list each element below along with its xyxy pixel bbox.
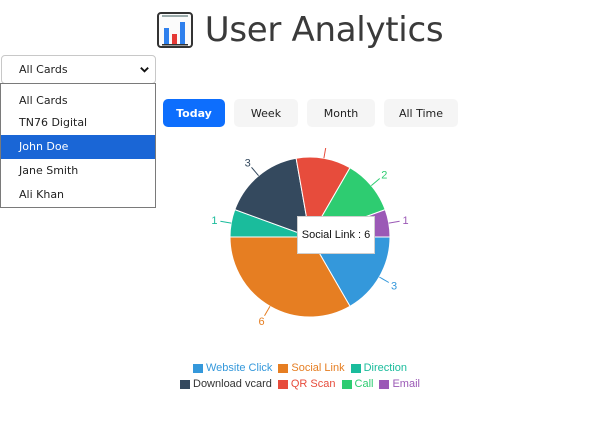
legend-item-direction[interactable]: Direction	[350, 362, 408, 374]
legend-label: QR Scan	[290, 378, 336, 390]
legend-swatch	[341, 379, 352, 389]
pie-data-label: 2	[381, 170, 387, 182]
pie-label-line	[220, 220, 232, 224]
tab-week[interactable]: Week	[234, 99, 298, 127]
card-select-value: All Cards	[19, 63, 68, 76]
legend-swatch	[278, 363, 289, 373]
pie-label-line	[264, 306, 271, 317]
option-tn76-digital[interactable]: TN76 Digital	[19, 116, 88, 129]
page-title: User Analytics	[204, 10, 444, 50]
pie-label-line	[370, 178, 381, 186]
page-header: User Analytics	[0, 8, 600, 52]
tab-all-time[interactable]: All Time	[384, 99, 458, 127]
pie-label-line	[323, 148, 327, 159]
legend-label: Website Click	[205, 362, 273, 374]
option-jane-smith[interactable]: Jane Smith	[19, 164, 79, 177]
pie-data-label: 6	[258, 316, 264, 328]
chart-legend: Website Click Social Link Direction Downlo…	[0, 360, 600, 392]
legend-label: Download vcard	[193, 378, 272, 390]
legend-row: Download vcard QR Scan Call Email	[0, 376, 600, 392]
chart-tooltip: Social Link : 6	[297, 216, 375, 254]
option-john-doe[interactable]: John Doe	[1, 135, 155, 159]
pie-slice-download-vcard[interactable]	[234, 157, 311, 238]
pie-data-label: 1	[402, 215, 408, 227]
card-select-dropdown: All Cards TN76 Digital John Doe Jane Smi…	[0, 83, 156, 208]
pie-data-label: 3	[391, 281, 397, 293]
card-select[interactable]: All Cards	[1, 55, 156, 84]
legend-label: Call	[354, 378, 374, 390]
legend-item-download-vcard[interactable]: Download vcard	[180, 378, 272, 390]
pie-data-label: 1	[211, 215, 217, 227]
option-ali-khan[interactable]: Ali Khan	[19, 188, 65, 201]
pie-label-line	[379, 276, 390, 283]
pie-slice-social-link[interactable]	[229, 236, 351, 318]
legend-swatch	[350, 363, 361, 373]
pie-label-line	[388, 220, 400, 224]
legend-label: Social Link	[291, 362, 345, 374]
pie-slice-website-click[interactable]	[309, 236, 391, 307]
legend-item-email[interactable]: Email	[379, 378, 420, 390]
option-all-cards[interactable]: All Cards	[19, 94, 68, 107]
legend-label: Direction	[363, 362, 408, 374]
legend-swatch	[277, 379, 288, 389]
legend-item-qr-scan[interactable]: QR Scan	[277, 378, 336, 390]
legend-row: Website Click Social Link Direction	[0, 360, 600, 376]
legend-item-social-link[interactable]: Social Link	[278, 362, 345, 374]
legend-swatch	[192, 363, 203, 373]
legend-swatch	[180, 379, 190, 389]
pie-label-line	[251, 166, 259, 177]
tab-month[interactable]: Month	[307, 99, 375, 127]
pie-chart: 3613221	[211, 148, 409, 328]
pie-data-label: 3	[245, 158, 251, 170]
legend-item-website-click[interactable]: Website Click	[192, 362, 273, 374]
bar-chart-icon	[156, 12, 193, 48]
time-range-tabs: Today Week Month All Time	[163, 99, 458, 127]
legend-item-call[interactable]: Call	[341, 378, 374, 390]
tab-today[interactable]: Today	[163, 99, 225, 127]
legend-swatch	[379, 379, 390, 389]
legend-label: Email	[392, 378, 420, 390]
chevron-down-icon	[140, 67, 149, 73]
